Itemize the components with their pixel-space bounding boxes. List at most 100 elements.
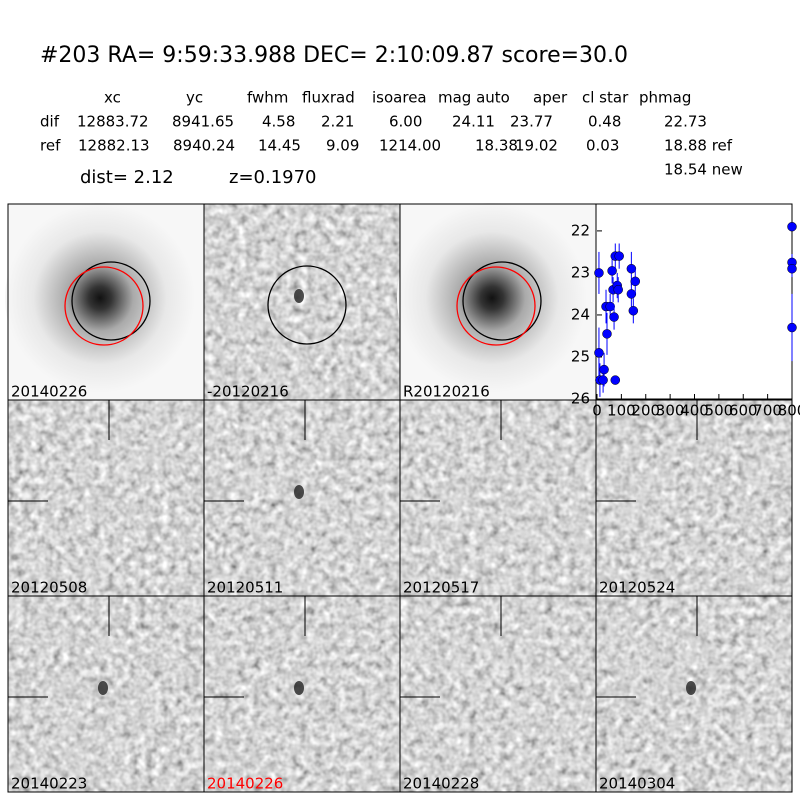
- title: #203 RA= 9:59:33.988 DEC= 2:10:09.87 sco…: [40, 43, 628, 68]
- light-curve: 22 23 24 25 260 100200300400500600700800: [571, 203, 800, 420]
- column-header: yc: [186, 89, 203, 107]
- cell: 4.58: [262, 113, 295, 131]
- image: [8, 596, 204, 792]
- cell: 8940.24: [173, 137, 235, 155]
- point: [607, 266, 617, 276]
- cell: 18.88 ref: [664, 137, 733, 155]
- aperture: [64, 266, 144, 346]
- cell: 18.38: [475, 137, 518, 155]
- point: [626, 289, 637, 299]
- point: [628, 305, 639, 316]
- frame: [595, 595, 793, 793]
- cell: 1214.00: [379, 137, 441, 155]
- column-header: phmag: [639, 89, 691, 107]
- x-tick-label: 400: [680, 402, 709, 420]
- x-tick-label: 800: [778, 402, 800, 420]
- image: [204, 204, 400, 400]
- image: [400, 596, 596, 792]
- point: [594, 268, 604, 278]
- cell: 19.02: [515, 137, 558, 155]
- y-tick-label: 22: [571, 221, 590, 239]
- point: [630, 276, 641, 287]
- point: [626, 263, 637, 274]
- cell: 2.21: [321, 113, 354, 131]
- cell: 9.09: [326, 137, 359, 155]
- cell: 12883.72: [77, 113, 149, 131]
- image: [596, 400, 792, 596]
- cell: 18.54 new: [664, 161, 743, 179]
- column-header: aper: [533, 89, 568, 107]
- image: [400, 400, 596, 596]
- source: [294, 485, 304, 499]
- table: xc yc fwhm fluxrad isoarea mag auto aper cl sta…: [40, 89, 743, 179]
- cell: 14.45: [258, 137, 301, 155]
- panel-label: R20120216: [403, 383, 490, 401]
- panel-label: 20140226: [207, 775, 283, 793]
- panel-label: 20120511: [207, 579, 283, 597]
- x-tick-label: 500: [705, 402, 734, 420]
- panel-label: 20140226: [11, 383, 87, 401]
- dist: dist= 2.12: [80, 167, 174, 188]
- source: [294, 681, 304, 695]
- cell: 23.77: [510, 113, 553, 131]
- column-header: fluxrad: [302, 89, 355, 107]
- cell: 8941.65: [172, 113, 234, 131]
- point: [594, 348, 604, 358]
- row-header: dif: [40, 113, 60, 131]
- x-tick-label: 0: [592, 402, 602, 420]
- column-header: cl star: [582, 89, 629, 107]
- panels: 20140226 -20120216 R20120216 20120508 201205…: [5, 203, 793, 793]
- point: [610, 375, 621, 385]
- point: [613, 284, 623, 295]
- y-tick-label: 26: [571, 390, 590, 408]
- column-header: mag auto: [438, 89, 510, 107]
- x-tick-label: 200: [631, 402, 660, 420]
- galaxy: [5, 203, 195, 393]
- point: [787, 263, 797, 274]
- column-header: fwhm: [247, 89, 288, 107]
- point: [605, 301, 615, 312]
- source: [686, 681, 696, 695]
- panel-label: -20120216: [207, 383, 289, 401]
- source: [98, 681, 108, 695]
- point: [598, 375, 608, 385]
- cell: 22.73: [664, 113, 707, 131]
- cell: 12882.13: [78, 137, 150, 155]
- column-header: isoarea: [372, 89, 427, 107]
- point: [787, 221, 797, 232]
- image: [204, 596, 400, 792]
- panel-label: 20140228: [403, 775, 479, 793]
- panel-label: 20140223: [11, 775, 87, 793]
- redshift: z=0.1970: [229, 167, 317, 188]
- aperture: [456, 266, 536, 346]
- cell: 0.48: [588, 113, 621, 131]
- panel-label: 20120508: [11, 579, 87, 597]
- point: [614, 251, 624, 261]
- panel-label: 20120524: [599, 579, 675, 597]
- source: [294, 289, 304, 303]
- y-tick-label: 24: [571, 305, 590, 323]
- cell: 24.11: [452, 113, 495, 131]
- x-tick-label: 300: [656, 402, 685, 420]
- x-tick-label: 600: [729, 402, 758, 420]
- panel-label: 20120517: [403, 579, 479, 597]
- aperture: [462, 261, 542, 341]
- y-tick-label: 25: [571, 347, 590, 365]
- aperture: [267, 265, 347, 345]
- image: [596, 596, 792, 792]
- x-tick-label: 700: [753, 402, 782, 420]
- galaxy: [397, 203, 587, 393]
- image: [204, 400, 400, 596]
- plot-area: [595, 203, 793, 400]
- point: [602, 329, 612, 339]
- column-header: xc: [104, 89, 121, 107]
- point: [599, 364, 609, 375]
- x-tick-label: 100: [607, 402, 636, 420]
- aperture: [71, 261, 151, 341]
- cell: 0.03: [586, 137, 619, 155]
- row-header: ref: [40, 137, 61, 155]
- panel-label: 20140304: [599, 775, 675, 793]
- point: [787, 322, 797, 333]
- point: [609, 312, 619, 322]
